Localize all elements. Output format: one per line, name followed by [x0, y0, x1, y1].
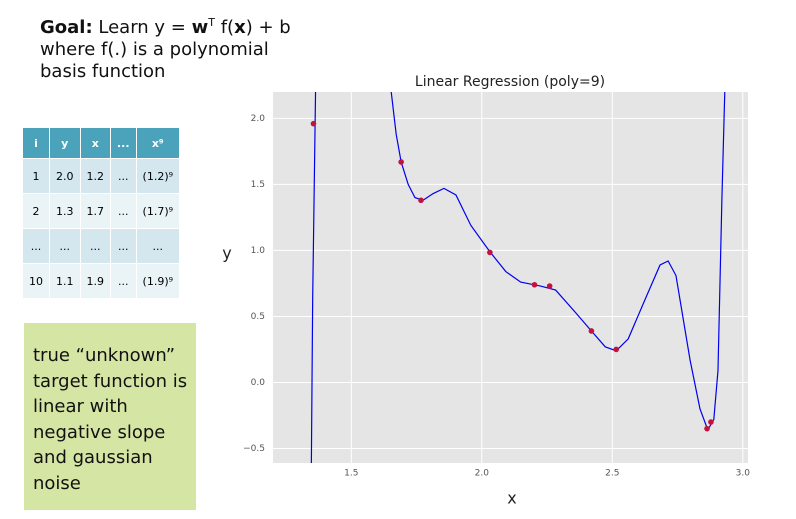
data-point	[708, 419, 714, 425]
table-cell: 1.9	[79, 263, 111, 299]
table-cell: 10	[22, 263, 50, 299]
goal-line: where f(.) is a polynomial	[40, 39, 269, 60]
table-cell: ...	[135, 228, 181, 264]
data-point	[418, 197, 424, 204]
table-row: 10 1.1 1.9... (1.9)⁹	[22, 263, 181, 299]
x-tick-label: 2.5	[605, 469, 619, 479]
data-point	[531, 281, 538, 288]
data-point	[613, 346, 620, 353]
table-cell: ...	[110, 158, 137, 194]
header-cell: y	[49, 127, 81, 159]
note-line: target function is	[33, 370, 188, 392]
data-point	[398, 159, 404, 165]
data-point	[704, 425, 710, 432]
table-cell: (1.2)⁹	[135, 158, 181, 194]
data-table: i y x... x⁹ 1 2.0 1.2... (1.2)⁹ 2 1.3 1.7... (1.7)⁹…	[22, 127, 181, 299]
note-box: true “unknown” target function is linear w…	[24, 323, 196, 510]
table-cell: ...	[110, 263, 137, 299]
goal-label: Goal:	[40, 17, 93, 38]
note-line: negative slope	[33, 421, 166, 443]
goal-part: T	[208, 16, 215, 29]
y-tick-label: 0.5	[251, 312, 265, 322]
x-tick-label: 2.0	[475, 469, 490, 479]
header-cell: x	[79, 127, 111, 159]
data-point	[310, 120, 317, 127]
note-line: noise	[33, 472, 81, 494]
table-cell: 2.0	[49, 158, 81, 194]
table-cell: ...	[49, 228, 81, 264]
x-tick-label: 3.0	[736, 469, 751, 479]
goal-line: basis function	[40, 61, 166, 82]
table-cell: 1	[22, 158, 50, 194]
table-cell: 1.7	[79, 193, 111, 229]
y-tick-label: 1.0	[251, 246, 266, 256]
goal-part: f(	[214, 17, 235, 38]
x-axis-label: x	[507, 489, 516, 508]
note-line: linear with	[33, 396, 128, 417]
x-tick-label: 1.5	[344, 469, 358, 479]
y-tick-label: 1.5	[251, 180, 265, 190]
goal-part: w	[191, 17, 209, 38]
table-cell: 1.1	[49, 263, 81, 299]
table-cell: ...	[79, 228, 111, 264]
y-axis-label: y	[222, 244, 231, 263]
table-cell: ...	[22, 228, 50, 264]
data-point	[487, 249, 493, 256]
goal-part: ) + b	[245, 17, 291, 38]
goal-part: Learn y =	[98, 17, 192, 38]
table-cell: (1.9)⁹	[135, 263, 181, 299]
plot-background	[273, 92, 748, 463]
y-tick-label: 0.0	[251, 378, 266, 388]
goal-line: Goal: Learn y = wT f(x) + b	[40, 12, 291, 39]
goal-text: Goal: Learn y = wT f(x) + b where f(.) i…	[40, 12, 291, 83]
table-row: 1 2.0 1.2... (1.2)⁹	[22, 158, 181, 194]
data-point	[588, 328, 595, 334]
table-cell: 2	[22, 193, 50, 229]
note-line: true “unknown”	[33, 345, 176, 366]
header-cell: i	[22, 127, 50, 159]
data-point	[546, 283, 553, 289]
table-row: 2 1.3 1.7... (1.7)⁹	[22, 193, 181, 229]
goal-part: x	[234, 17, 246, 38]
chart-title: Linear Regression (poly=9)	[415, 74, 605, 90]
header-cell: x⁹	[135, 127, 181, 159]
y-tick-label: 2.0	[251, 114, 266, 124]
table-cell: 1.3	[49, 193, 81, 229]
y-tick-label: −0.5	[243, 444, 265, 454]
table-row: ...............	[22, 228, 181, 264]
note-line: and gaussian	[33, 447, 153, 468]
table-header: i y x... x⁹	[22, 127, 181, 159]
